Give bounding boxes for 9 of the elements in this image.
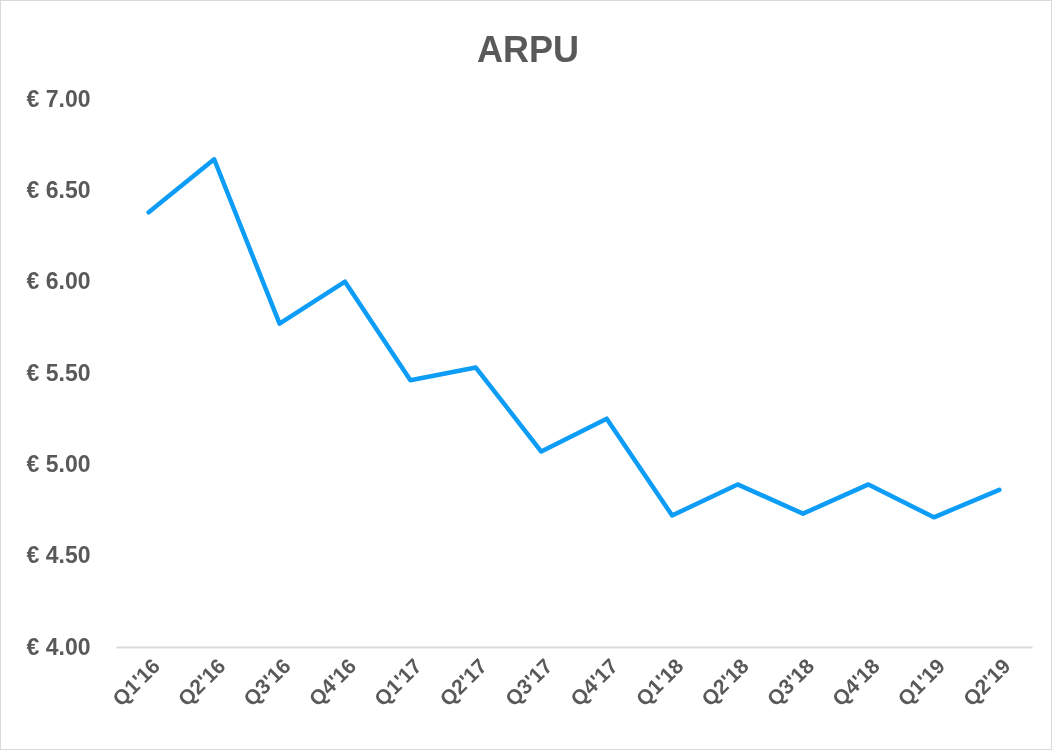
y-tick-label: € 5.00: [26, 450, 91, 477]
y-tick-label: € 4.50: [26, 542, 91, 569]
y-tick-label: € 6.50: [26, 176, 91, 203]
y-tick-label: € 6.00: [26, 268, 91, 295]
line-series: [146, 157, 1002, 520]
y-tick-label: € 5.50: [26, 359, 91, 386]
chart-title: ARPU: [476, 29, 580, 70]
y-tick-label: € 7.00: [26, 85, 91, 112]
y-tick-label: € 4.00: [26, 633, 91, 660]
